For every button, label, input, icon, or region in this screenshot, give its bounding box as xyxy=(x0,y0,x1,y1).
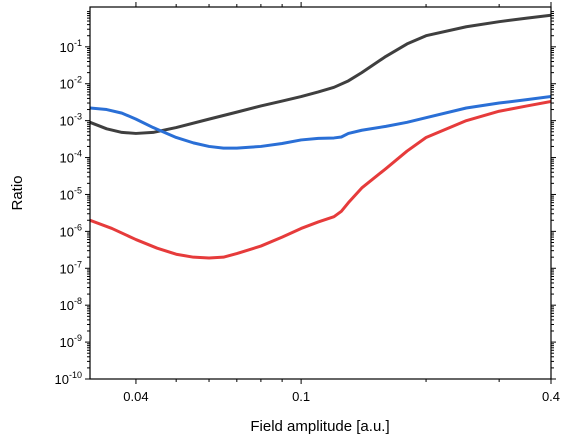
y-tick-label: 10-2 xyxy=(60,75,82,92)
plot-frame xyxy=(89,6,552,380)
series-line-1 xyxy=(90,13,551,135)
y-axis-title: Ratio xyxy=(9,175,26,210)
x-tick-label: 0.4 xyxy=(542,389,560,404)
x-tick-label: 0.1 xyxy=(292,389,310,404)
series-line-2 xyxy=(90,95,551,150)
y-tick-label: 10-5 xyxy=(60,185,82,202)
series-layer xyxy=(90,13,551,260)
y-tick-label: 10-9 xyxy=(60,333,82,350)
y-tick-label: 10-6 xyxy=(60,222,82,239)
x-tick-label: 0.04 xyxy=(123,389,148,404)
y-tick-label: 10-10 xyxy=(55,370,82,387)
series-line-3 xyxy=(90,100,551,260)
y-tick-label: 10-1 xyxy=(60,38,82,55)
tick-layer: 10-10 10-9 10-8 10-7 10-6 10-5 10-4 10-3 10-2 10-… xyxy=(55,2,560,404)
x-axis-title: Field amplitude [a.u.] xyxy=(250,418,389,435)
y-tick-label: 10-8 xyxy=(60,296,82,313)
y-tick-label: 10-3 xyxy=(60,112,82,129)
y-tick-label: 10-7 xyxy=(60,259,82,276)
y-tick-label: 10-4 xyxy=(60,149,82,166)
